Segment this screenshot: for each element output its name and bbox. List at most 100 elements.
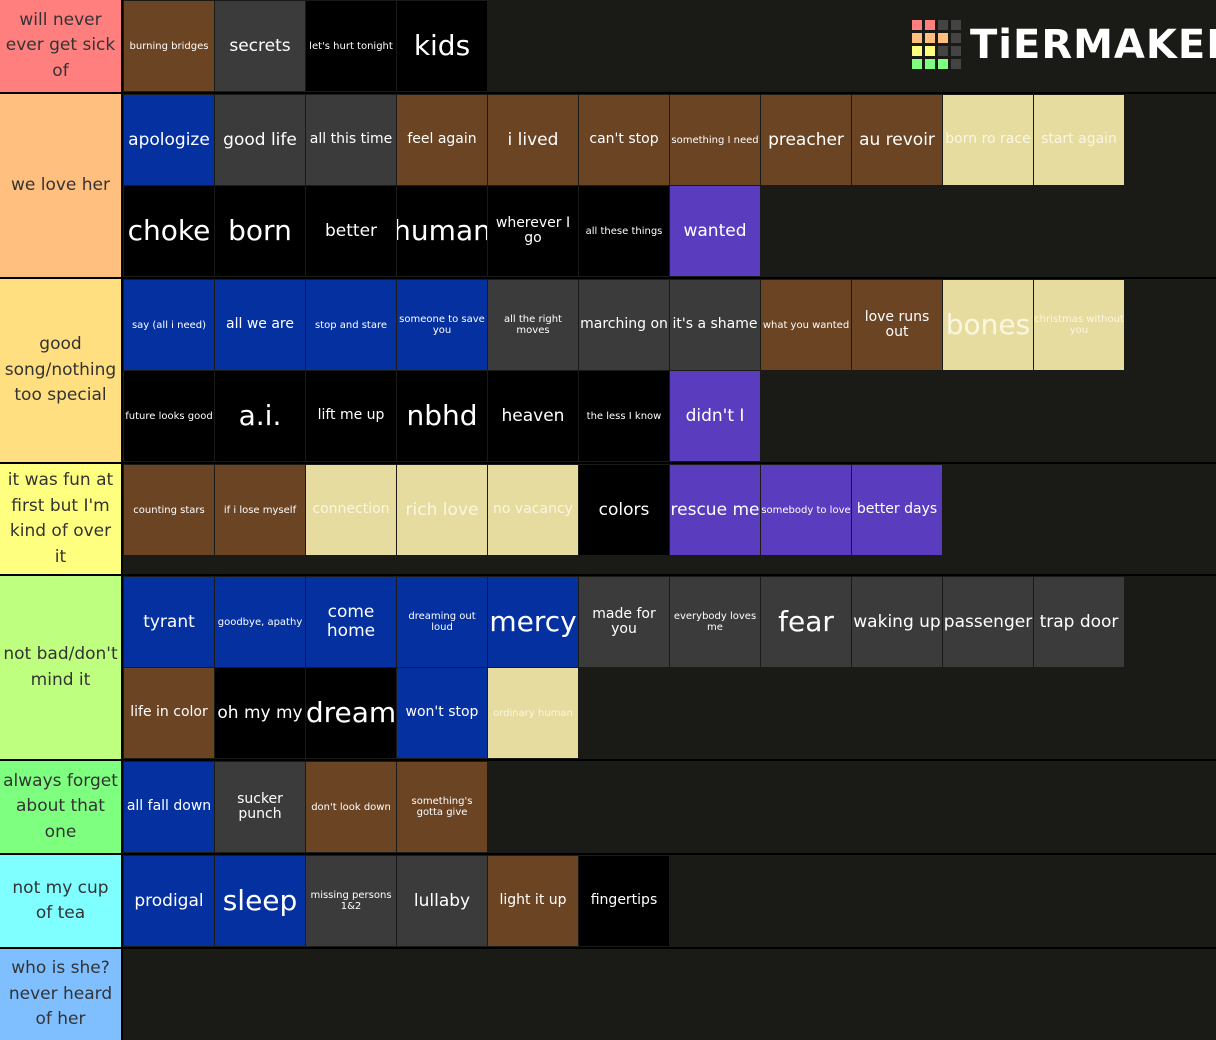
tier-item: something's gotta give	[397, 762, 487, 852]
tier-item: nbhd	[397, 371, 487, 461]
item-text: can't stop	[589, 131, 659, 148]
item-text: mercy	[489, 604, 577, 638]
tier-label: not bad/don't mind it	[0, 576, 123, 759]
item-text: nbhd	[406, 398, 478, 432]
tier-items: burning bridges secrets let's hurt tonight…	[123, 0, 1134, 92]
tier-item: i lived	[488, 95, 578, 185]
item-text: human	[397, 213, 487, 247]
item-text: it's a shame	[672, 316, 758, 333]
tier-item: colors	[579, 465, 669, 555]
tier-item: everybody loves me	[670, 577, 760, 667]
tier-label: it was fun at first but I'm kind of over…	[0, 464, 123, 574]
tier-item: love runs out	[852, 280, 942, 370]
item-text: kids	[413, 28, 471, 62]
item-text: don't look down	[311, 801, 391, 813]
tier-item: no vacancy	[488, 465, 578, 555]
tier-row: it was fun at first but I'm kind of over…	[0, 464, 1216, 576]
item-text: prodigal	[134, 890, 204, 911]
tier-item: apologize	[124, 95, 214, 185]
item-text: secrets	[229, 35, 291, 56]
tier-item: feel again	[397, 95, 487, 185]
tier-item: dreaming out loud	[397, 577, 487, 667]
item-text: all the right moves	[504, 314, 562, 336]
item-text: light it up	[499, 892, 567, 909]
item-text: love runs out	[864, 308, 930, 340]
tier-row: who is she? never heard of her	[0, 949, 1216, 1040]
item-text: all we are	[226, 316, 294, 333]
tier-item: lift me up	[306, 371, 396, 461]
item-text: come home	[326, 602, 376, 641]
item-text: if i lose myself	[223, 504, 297, 516]
item-text: bones	[945, 307, 1031, 341]
item-text: everybody loves me	[673, 611, 757, 633]
tier-item: goodbye, apathy	[215, 577, 305, 667]
logo-icon	[912, 20, 961, 69]
tier-item: something I need	[670, 95, 760, 185]
item-text: life in color	[130, 704, 208, 721]
item-text: burning bridges	[129, 40, 209, 52]
tier-item: secrets	[215, 1, 305, 91]
tier-item: au revoir	[852, 95, 942, 185]
tier-row: not bad/don't mind it tyrant goodbye, apat…	[0, 576, 1216, 761]
tier-item: let's hurt tonight	[306, 1, 396, 91]
item-text: lullaby	[413, 890, 471, 911]
tier-item: all fall down	[124, 762, 214, 852]
tier-item: waking up	[852, 577, 942, 667]
item-text: passenger	[943, 611, 1033, 632]
tier-label: good song/nothing too special	[0, 279, 123, 462]
tier-row: will never ever get sick of burning bridg…	[0, 0, 1216, 94]
tier-label: who is she? never heard of her	[0, 949, 123, 1040]
item-text: all this time	[309, 131, 393, 148]
item-text: wherever I go	[495, 214, 571, 246]
item-text: lift me up	[317, 407, 385, 424]
tier-item: marching on	[579, 280, 669, 370]
tier-item: light it up	[488, 856, 578, 946]
item-text: counting stars	[133, 504, 205, 516]
tier-item: christmas without you	[1034, 280, 1124, 370]
tier-item: all this time	[306, 95, 396, 185]
item-text: missing persons 1&2	[310, 890, 392, 912]
tier-item: made for you	[579, 577, 669, 667]
item-text: goodbye, apathy	[217, 616, 303, 628]
item-text: dreaming out loud	[408, 611, 476, 633]
item-text: good life	[223, 129, 297, 150]
item-text: waking up	[853, 611, 941, 632]
tier-item: lullaby	[397, 856, 487, 946]
tier-item: good life	[215, 95, 305, 185]
tier-item: won't stop	[397, 668, 487, 758]
tier-item: mercy	[488, 577, 578, 667]
item-text: something I need	[671, 134, 759, 146]
tier-item: it's a shame	[670, 280, 760, 370]
tier-item: can't stop	[579, 95, 669, 185]
tier-item: wherever I go	[488, 186, 578, 276]
item-text: heaven	[501, 405, 565, 426]
item-text: sleep	[222, 883, 298, 917]
tier-item: life in color	[124, 668, 214, 758]
item-text: dream	[306, 695, 396, 729]
item-text: oh my my	[217, 702, 303, 723]
item-text: feel again	[407, 131, 477, 148]
item-text: christmas without you	[1034, 314, 1124, 336]
item-text: someone to save you	[399, 314, 485, 336]
tier-items: say (all i need) all we are stop and stare…	[123, 279, 1134, 462]
tier-row: we love her apologize good life all this ti…	[0, 94, 1216, 279]
tier-item: trap door	[1034, 577, 1124, 667]
tier-item: counting stars	[124, 465, 214, 555]
item-text: rescue me	[670, 499, 760, 520]
tier-items	[123, 949, 1134, 1040]
tier-item: human	[397, 186, 487, 276]
item-text: say (all i need)	[131, 319, 207, 331]
item-text: apologize	[128, 129, 210, 150]
tier-item: sleep	[215, 856, 305, 946]
item-text: no vacancy	[493, 501, 573, 518]
tier-item: fear	[761, 577, 851, 667]
item-text: preacher	[768, 129, 844, 150]
tier-items: all fall down sucker punch don't look down…	[123, 761, 1134, 853]
item-text: i lived	[507, 129, 559, 150]
item-text: rich love	[405, 499, 479, 520]
tier-item: all the right moves	[488, 280, 578, 370]
tier-item: born	[215, 186, 305, 276]
item-text: choke	[127, 213, 211, 247]
item-text: ordinary human	[493, 707, 573, 719]
